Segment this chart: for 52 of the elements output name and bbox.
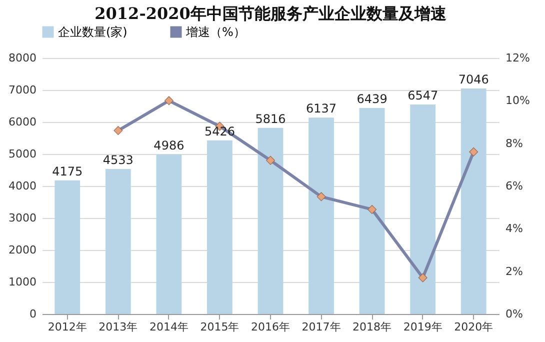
y2-tick-label: 4% — [506, 222, 523, 236]
y2-tick-label: 12% — [506, 52, 530, 64]
y-tick-label: 0 — [30, 308, 36, 320]
y-tick-label: 5000 — [8, 148, 36, 160]
data-label: 6439 — [356, 92, 388, 106]
y2-tick-label: 0% — [506, 308, 523, 320]
x-tick-label: 2014年 — [149, 320, 188, 334]
data-label: 4175 — [52, 164, 83, 178]
x-tick-label: 2019年 — [403, 320, 442, 334]
point — [266, 156, 275, 165]
x-tick-label: 2018年 — [352, 320, 392, 334]
data-label: 7046 — [458, 72, 489, 87]
x-tick-label: 2015年 — [200, 320, 240, 334]
data-label: 6547 — [408, 88, 438, 102]
point — [316, 192, 326, 202]
bar — [359, 108, 385, 314]
legend-label: 增速（%） — [185, 25, 246, 39]
point — [418, 273, 428, 282]
bar — [460, 88, 486, 314]
x-tick-label: 2016年 — [251, 320, 290, 334]
y-tick-label: 4000 — [8, 180, 36, 192]
y-tick-label: 6000 — [8, 116, 36, 128]
data-label: 4986 — [154, 138, 184, 152]
data-label: 5816 — [255, 112, 286, 126]
y2-tick-label: 8% — [506, 136, 523, 150]
point — [164, 96, 174, 106]
bar — [54, 180, 80, 314]
x-tick-label: 2020年 — [454, 320, 494, 334]
bar — [105, 168, 131, 314]
chart-title: 2012-2020年中国节能服务产业企业数量及增速 — [94, 4, 448, 23]
point — [114, 126, 123, 136]
data-label: 4533 — [102, 152, 134, 167]
legend-label: 企业数量(家) — [58, 25, 128, 39]
y-tick-label: 3000 — [8, 212, 36, 224]
point — [469, 147, 478, 156]
bar — [308, 118, 334, 314]
y2-tick-label: 2% — [506, 264, 523, 278]
bar — [410, 104, 436, 314]
point — [368, 204, 377, 214]
bar — [156, 154, 182, 314]
x-tick-label: 2013年 — [98, 320, 138, 334]
x-tick-label: 2017年 — [302, 320, 341, 334]
bar — [258, 128, 284, 314]
y-tick-label: 7000 — [8, 84, 36, 96]
y-tick-label: 1000 — [8, 276, 36, 288]
bar — [207, 140, 232, 314]
data-label: 6137 — [306, 102, 337, 116]
y2-tick-label: 6% — [506, 180, 523, 192]
y-tick-label: 2000 — [8, 244, 36, 256]
y2-tick-label: 10% — [506, 94, 530, 108]
y-tick-label: 8000 — [8, 52, 36, 64]
x-tick-label: 2012年 — [48, 320, 87, 334]
